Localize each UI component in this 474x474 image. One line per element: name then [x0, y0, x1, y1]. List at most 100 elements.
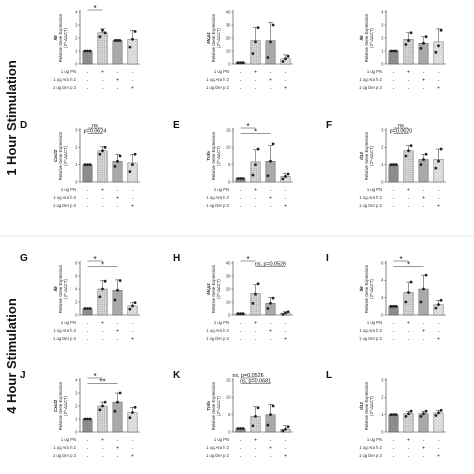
- treatment-label: 1 ug Der p 2: [53, 336, 77, 341]
- treatment-sign: +: [284, 203, 287, 209]
- y-axis-title-group: Tnfa Relative Gene Expression (2^-ΔΔCT): [206, 381, 221, 430]
- data-point: [266, 56, 270, 59]
- y-tick-label: 4: [75, 9, 78, 14]
- treatment-sign: +: [422, 445, 425, 451]
- treatment-sign: +: [131, 336, 134, 342]
- y-axis-unit: (2^-ΔΔCT): [216, 28, 221, 48]
- y-axis-title-group: Mcp1 Relative Gene Expression (2^-ΔΔCT): [206, 264, 221, 313]
- row-label-4-hour: 4 Hour Stimulation: [4, 298, 19, 414]
- bar: [127, 39, 138, 65]
- treatment-sign: -: [87, 77, 89, 83]
- data-point: [83, 49, 87, 53]
- treatment-label: 1 ug Der p 2: [53, 453, 77, 458]
- treatment-sign: -: [270, 203, 272, 209]
- treatment-sign: -: [393, 195, 395, 201]
- gene-label: Il6: [359, 286, 364, 292]
- treatment-sign: -: [240, 328, 242, 334]
- treatment-sign: -: [285, 187, 287, 193]
- treatment-sign: -: [102, 203, 104, 209]
- sig-label: *: [93, 255, 96, 264]
- y-axis-title-group: Cxcl2 Relative Gene Expression (2^-ΔΔCT): [53, 131, 68, 180]
- treatment-label: 1 ug Der p 2: [53, 203, 77, 208]
- y-axis-unit: (2^-ΔΔCT): [63, 396, 68, 416]
- sig-label: *: [246, 255, 249, 264]
- data-point: [116, 400, 119, 404]
- treatment-sign: -: [87, 85, 89, 91]
- y-tick-label: 4: [381, 9, 384, 14]
- panel-B: Mcp1 Relative Gene Expression (2^-ΔΔCT) 0 10…: [206, 9, 293, 91]
- data-point: [286, 172, 290, 176]
- data-point: [409, 31, 413, 35]
- data-point: [101, 287, 104, 291]
- data-point: [286, 425, 290, 429]
- data-point: [439, 28, 443, 32]
- data-point: [86, 307, 89, 310]
- data-point: [116, 288, 119, 292]
- data-point: [434, 166, 438, 170]
- treatment-sign: -: [255, 203, 257, 209]
- treatment-sign: -: [270, 336, 272, 342]
- data-point: [88, 417, 92, 421]
- treatment-label: 1 ug Der p 2: [359, 203, 383, 208]
- data-point: [86, 163, 89, 167]
- y-axis-unit: (2^-ΔΔCT): [216, 146, 221, 166]
- data-point: [251, 424, 255, 428]
- sig-label: *: [407, 260, 410, 269]
- y-axis-title-group: Il8 Relative Gene Expression (2^-ΔΔCT): [53, 264, 68, 313]
- panel-D: D Cxcl2 Relative Gene Expression (2^-ΔΔCT) 0…: [20, 120, 140, 209]
- bar: [388, 50, 399, 65]
- data-point: [419, 163, 423, 167]
- y-tick-label: 15: [226, 377, 231, 382]
- treatment-label: 1 ug Ara h 2: [359, 77, 382, 82]
- treatment-sign: -: [438, 328, 440, 334]
- data-point: [392, 304, 395, 308]
- data-point: [83, 163, 87, 167]
- y-tick-label: 20: [226, 35, 231, 40]
- data-point: [239, 61, 242, 65]
- data-point: [409, 144, 413, 148]
- panel-I: I Il6 Relative Gene Expression (2^-ΔΔCT) 0 2 4…: [326, 253, 446, 342]
- treatment-sign: -: [438, 195, 440, 201]
- treatment-sign: -: [255, 195, 257, 201]
- treatment-label: 1 ug Ara h 2: [359, 445, 382, 450]
- data-point: [83, 307, 87, 310]
- y-tick-label: 0: [228, 61, 231, 66]
- panel-E: E Tnfa Relative Gene Expression (2^-ΔΔCT) 0 5…: [173, 120, 293, 209]
- bar: [112, 290, 123, 316]
- gene-label: Cxcl2: [53, 399, 58, 412]
- treatment-sign: -: [270, 69, 272, 75]
- treatment-label: 1 ug Ara h 2: [206, 328, 229, 333]
- data-point: [113, 39, 117, 42]
- y-tick-label: 5: [228, 412, 231, 417]
- sig-label: *: [399, 255, 402, 264]
- data-point: [284, 175, 287, 178]
- data-point: [437, 411, 440, 415]
- y-tick-label: 2: [381, 145, 384, 150]
- treatment-sign: -: [408, 445, 410, 451]
- treatment-sign: -: [102, 195, 104, 201]
- data-point: [239, 427, 242, 430]
- treatment-sign: +: [437, 85, 440, 91]
- panel-letter-I: I: [326, 253, 329, 264]
- y-axis-title: Relative Gene Expression: [58, 381, 63, 430]
- treatment-label: 1 ug Der p 2: [206, 85, 230, 90]
- data-point: [254, 163, 257, 167]
- treatment-sign: -: [117, 187, 119, 193]
- treatment-sign: -: [132, 195, 134, 201]
- treatment-label: 1 ug PN: [61, 437, 76, 442]
- data-point: [251, 173, 255, 177]
- y-axis-title-group: Tnfa Relative Gene Expression (2^-ΔΔCT): [206, 131, 221, 180]
- treatment-sign: -: [285, 328, 287, 334]
- data-point: [269, 413, 272, 417]
- data-point: [133, 152, 137, 156]
- bar: [265, 160, 276, 183]
- treatment-sign: -: [240, 336, 242, 342]
- data-point: [254, 40, 257, 44]
- panel-letter-J: J: [20, 370, 26, 381]
- data-point: [254, 292, 257, 296]
- treatment-sign: -: [393, 77, 395, 83]
- data-point: [251, 301, 255, 305]
- gene-label: Tnfa: [206, 151, 211, 161]
- data-point: [256, 26, 260, 29]
- data-point: [439, 147, 443, 151]
